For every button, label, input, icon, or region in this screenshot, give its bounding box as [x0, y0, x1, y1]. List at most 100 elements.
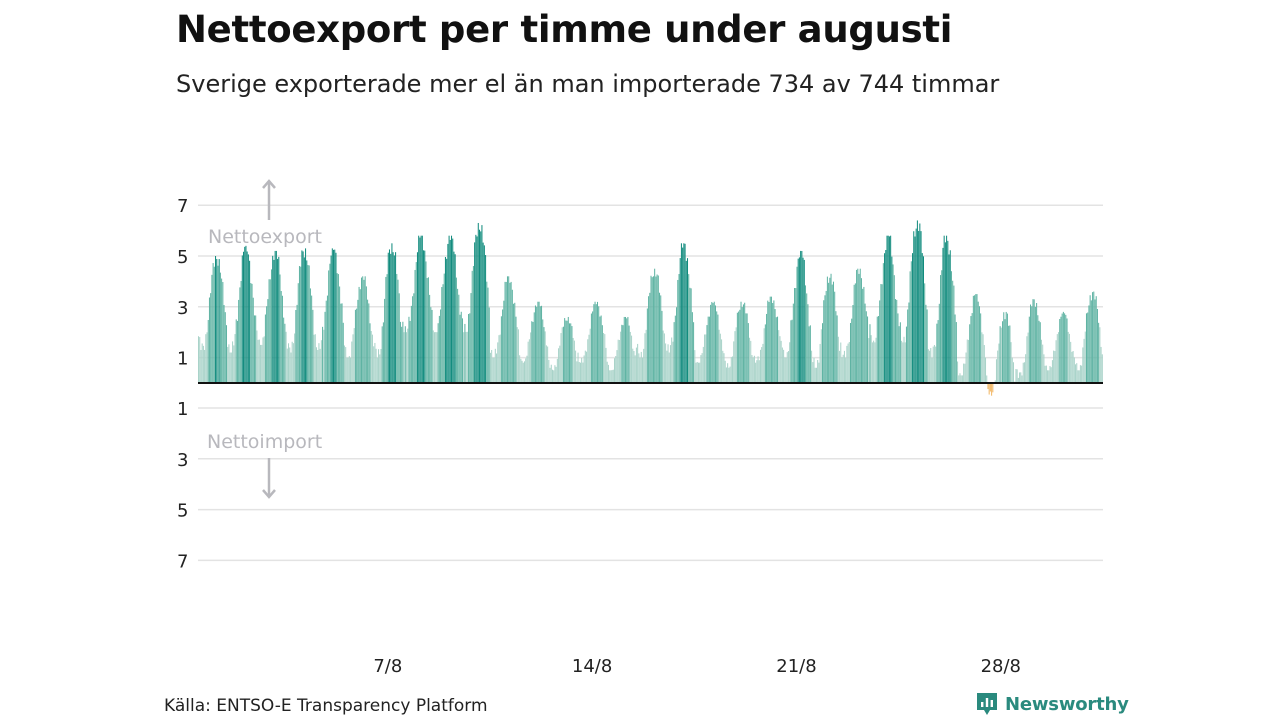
hour-bar	[999, 326, 1001, 383]
hour-bar	[274, 250, 276, 383]
hour-bar	[733, 341, 735, 383]
hour-bar	[590, 313, 592, 383]
hour-bar	[975, 294, 977, 383]
hour-bar	[1071, 351, 1073, 383]
hour-bar	[280, 291, 282, 383]
hour-bar	[386, 274, 388, 383]
hour-bar	[919, 223, 921, 383]
hour-bar	[666, 350, 668, 383]
hour-bar	[742, 304, 744, 383]
hour-bar	[831, 284, 833, 383]
hour-bar	[936, 323, 938, 383]
hour-bar	[811, 350, 813, 383]
hour-bar	[708, 316, 710, 383]
hour-bar	[449, 239, 451, 383]
hour-bar	[1044, 365, 1046, 383]
hour-bar	[657, 275, 659, 383]
hour-bar	[371, 334, 373, 383]
hour-bar	[419, 237, 421, 383]
hour-bar	[762, 343, 764, 383]
hour-bar	[1031, 306, 1033, 383]
hour-bar	[645, 329, 647, 383]
hour-bar	[624, 316, 626, 383]
hour-bar	[792, 303, 794, 383]
hour-bar	[898, 326, 900, 383]
hour-bar	[1010, 342, 1012, 383]
hour-bar	[1054, 351, 1056, 383]
hour-bar	[836, 315, 838, 383]
hour-bar	[773, 300, 775, 383]
hour-bar	[318, 343, 320, 383]
hour-bar	[579, 362, 581, 383]
hour-bar	[350, 357, 352, 383]
hour-bar	[643, 348, 645, 383]
hour-bar	[476, 236, 478, 383]
hour-bar	[1053, 350, 1055, 383]
hour-bar	[1009, 325, 1011, 383]
hour-bar	[270, 269, 273, 383]
hour-bar	[873, 340, 875, 383]
hour-bar	[213, 266, 215, 383]
hour-bar	[964, 363, 966, 383]
hour-bar	[554, 365, 556, 383]
hour-bar	[330, 255, 332, 383]
hour-bar	[954, 314, 956, 383]
hour-bar	[932, 346, 934, 383]
hour-bar	[663, 333, 665, 383]
x-tick-label: 7/8	[373, 656, 402, 677]
hour-bar	[1070, 341, 1072, 383]
hour-bar	[986, 375, 988, 383]
hour-bar	[686, 258, 689, 383]
hour-bar	[566, 320, 568, 383]
hour-bar	[853, 284, 855, 383]
hour-bar	[548, 359, 550, 383]
hour-bar	[972, 295, 974, 383]
hour-bar	[745, 313, 747, 383]
hour-bar	[784, 357, 786, 383]
hour-bar	[790, 320, 792, 383]
hour-bar	[716, 311, 718, 383]
hour-bar	[997, 350, 999, 383]
hour-bar	[268, 279, 270, 383]
hour-bar	[887, 235, 889, 383]
hour-bar	[290, 352, 292, 383]
hour-bar	[572, 337, 574, 383]
hour-bar	[292, 343, 294, 383]
hour-bar	[971, 313, 973, 383]
hour-bar	[460, 311, 462, 383]
hour-bar	[671, 337, 673, 383]
hour-bar	[324, 311, 326, 383]
hour-bar	[295, 310, 297, 383]
hour-bar	[1032, 299, 1034, 383]
x-tick-label: 28/8	[981, 656, 1021, 677]
hour-bar	[931, 357, 933, 383]
hour-bar	[1092, 292, 1094, 383]
hour-bar	[517, 329, 519, 383]
hour-bar	[974, 295, 976, 383]
hour-bar	[233, 345, 235, 383]
hour-bar	[1067, 331, 1069, 383]
hour-bar	[848, 342, 850, 383]
hour-bar	[1039, 322, 1041, 383]
hour-bar	[539, 306, 541, 383]
direction-indicators: Nettoexport Nettoimport	[207, 179, 322, 499]
hour-bar	[842, 354, 844, 383]
hour-bar	[309, 288, 311, 383]
hour-bar	[509, 282, 511, 383]
hour-bar	[604, 334, 606, 383]
hour-bar	[983, 345, 985, 383]
hour-bar	[544, 331, 546, 383]
hour-bar	[314, 334, 316, 383]
hour-bar	[914, 236, 916, 383]
hour-bar	[232, 341, 234, 383]
hour-bar	[1038, 320, 1040, 383]
hour-bar	[680, 243, 682, 383]
hour-bar	[769, 296, 771, 383]
hour-bar	[943, 235, 945, 383]
hour-bar	[626, 318, 628, 383]
hour-bar	[704, 334, 706, 383]
hour-bar	[1037, 315, 1039, 383]
hour-bar	[229, 352, 231, 383]
hour-bar	[693, 322, 695, 383]
hour-bar	[477, 222, 479, 383]
